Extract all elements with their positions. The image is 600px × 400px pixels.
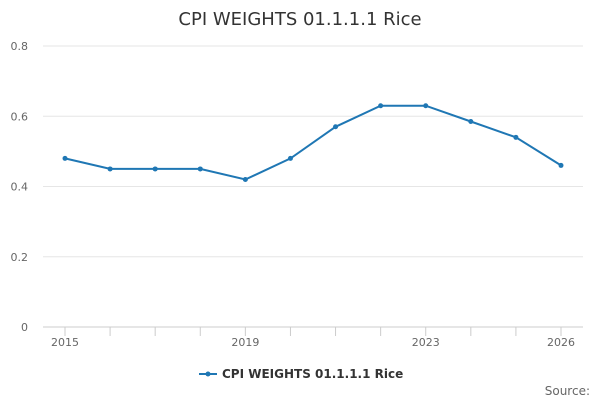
y-tick-label: 0 <box>21 321 28 334</box>
x-tick-label: 2015 <box>51 336 79 349</box>
legend[interactable]: CPI WEIGHTS 01.1.1.1 Rice <box>199 367 403 381</box>
y-axis: 0 0.2 0.4 0.6 0.8 <box>11 40 29 334</box>
data-point <box>378 103 384 109</box>
y-tick-label: 0.4 <box>11 181 29 194</box>
data-point <box>423 103 429 109</box>
legend-point-marker <box>205 371 211 377</box>
data-point <box>333 124 339 130</box>
data-point <box>468 119 474 125</box>
data-point <box>62 155 68 161</box>
y-tick-label: 0.8 <box>11 40 29 53</box>
y-tick-label: 0.6 <box>11 110 29 123</box>
series-group <box>62 103 564 182</box>
data-point <box>242 176 248 182</box>
x-tick-label: 2026 <box>547 336 575 349</box>
data-point <box>558 162 564 168</box>
data-point <box>287 155 293 161</box>
x-tick-label: 2023 <box>412 336 440 349</box>
gridlines <box>43 45 583 258</box>
y-tick-label: 0.2 <box>11 251 29 264</box>
legend-label: CPI WEIGHTS 01.1.1.1 Rice <box>222 367 403 381</box>
data-point <box>107 166 113 172</box>
data-point <box>152 166 158 172</box>
source-label: Source: <box>545 384 590 398</box>
series-line <box>64 104 562 181</box>
data-point <box>513 134 519 140</box>
data-point <box>197 166 203 172</box>
x-tick-label: 2019 <box>231 336 259 349</box>
chart-title: CPI WEIGHTS 01.1.1.1 Rice <box>178 9 421 30</box>
x-axis: 2015 2019 2023 2026 <box>43 326 583 349</box>
